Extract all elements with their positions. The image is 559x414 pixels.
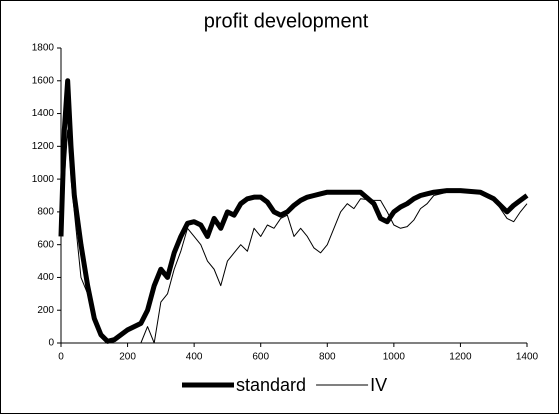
y-tick-label: 1200 bbox=[32, 141, 55, 152]
y-tick-label: 1400 bbox=[32, 108, 55, 119]
x-tick-label: 1200 bbox=[449, 352, 472, 363]
y-tick-label: 1000 bbox=[32, 174, 55, 185]
y-tick-label: 200 bbox=[37, 305, 54, 316]
x-tick-label: 1400 bbox=[516, 352, 539, 363]
legend-label: IV bbox=[370, 375, 387, 395]
x-tick-label: 400 bbox=[186, 352, 203, 363]
y-tick-label: 600 bbox=[37, 239, 54, 250]
x-tick-label: 600 bbox=[252, 352, 269, 363]
y-tick-label: 1600 bbox=[32, 75, 55, 86]
x-tick-label: 800 bbox=[319, 352, 336, 363]
y-tick-label: 0 bbox=[48, 338, 54, 349]
y-tick-label: 800 bbox=[37, 207, 54, 218]
y-tick-label: 1800 bbox=[32, 43, 55, 54]
chart-title: profit development bbox=[204, 10, 369, 32]
legend-label: standard bbox=[236, 375, 306, 395]
x-tick-label: 200 bbox=[119, 352, 136, 363]
x-tick-label: 1000 bbox=[383, 352, 406, 363]
x-tick-label: 0 bbox=[58, 352, 64, 363]
series-line bbox=[60, 129, 528, 344]
series-line bbox=[58, 78, 529, 344]
y-tick-label: 400 bbox=[37, 272, 54, 283]
